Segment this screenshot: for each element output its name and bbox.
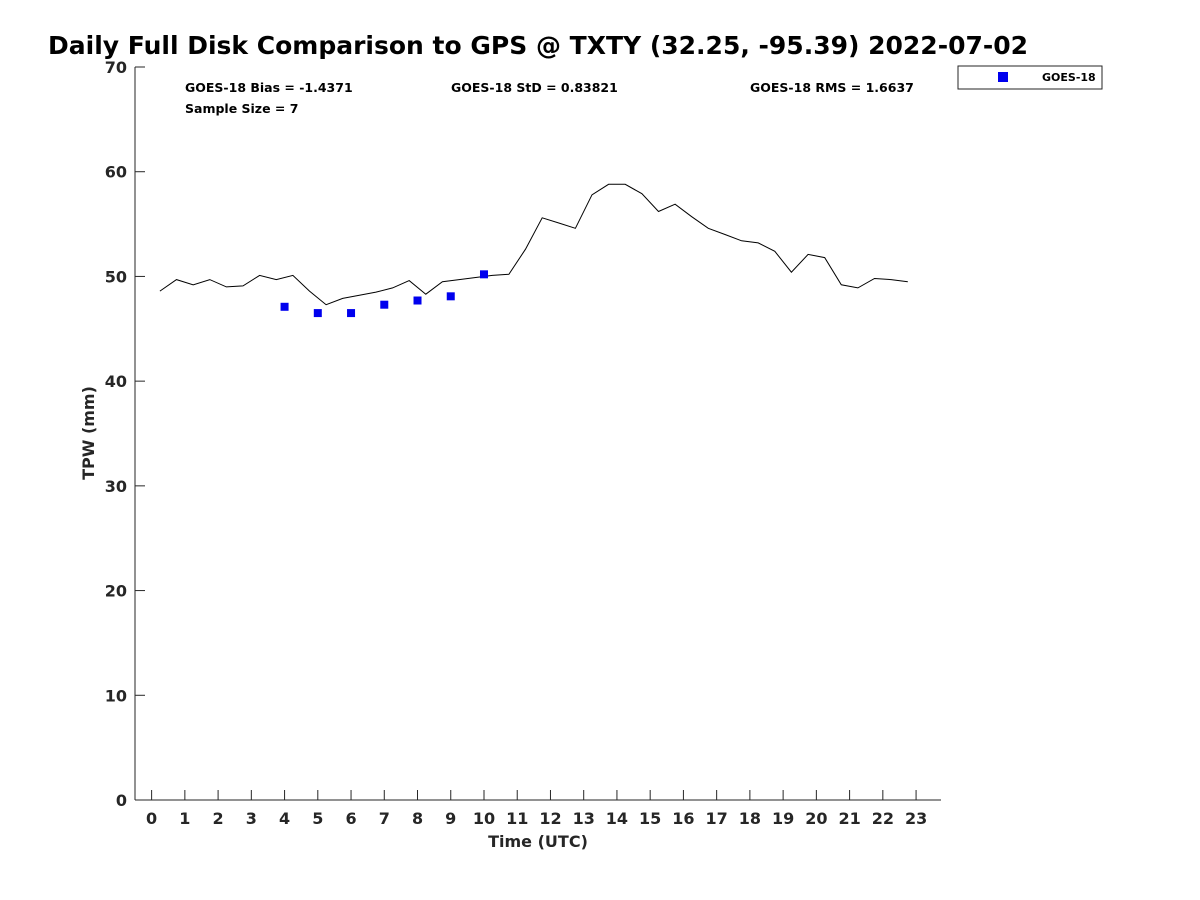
x-tick-label: 19	[772, 809, 794, 828]
legend-label: GOES-18	[1042, 71, 1096, 84]
x-tick-label: 1	[179, 809, 190, 828]
stat-rms: GOES-18 RMS = 1.6637	[750, 80, 914, 95]
plot-area	[134, 67, 941, 801]
x-tick-label: 13	[573, 809, 595, 828]
y-tick-label: 60	[105, 163, 127, 182]
gps-tpw-line	[159, 183, 908, 306]
goes18-marker-series	[280, 270, 488, 318]
goes18-data-point	[280, 302, 289, 311]
gps-line-series	[159, 183, 908, 306]
x-tick-label: 8	[412, 809, 423, 828]
y-tick-label: 20	[105, 582, 127, 601]
x-ticks: 0 1 2 3 4 5 6 7 8 9 10 11 12 13 14 15 16 17 18 19 20 21 22 23	[146, 790, 927, 828]
x-tick-label: 22	[872, 809, 894, 828]
x-tick-label: 15	[639, 809, 661, 828]
x-tick-label: 6	[345, 809, 356, 828]
y-tick-label: 10	[105, 686, 127, 705]
x-tick-label: 11	[506, 809, 528, 828]
x-tick-label: 10	[473, 809, 495, 828]
x-tick-label: 21	[838, 809, 860, 828]
goes18-data-point	[413, 296, 422, 305]
y-axis-label: TPW (mm)	[79, 386, 98, 480]
x-tick-label: 3	[246, 809, 257, 828]
x-tick-label: 20	[805, 809, 827, 828]
goes18-data-point	[313, 309, 322, 318]
x-tick-label: 16	[672, 809, 694, 828]
x-tick-label: 2	[213, 809, 224, 828]
y-tick-label: 40	[105, 372, 127, 391]
y-tick-label: 70	[105, 58, 127, 77]
x-tick-label: 18	[739, 809, 761, 828]
x-tick-label: 17	[706, 809, 728, 828]
x-tick-label: 14	[606, 809, 628, 828]
x-tick-label: 4	[279, 809, 290, 828]
y-ticks: 0 10 20 30 40 50 60 70	[105, 58, 145, 810]
x-tick-label: 7	[379, 809, 390, 828]
x-tick-label: 12	[539, 809, 561, 828]
stat-sample-size: Sample Size = 7	[185, 101, 298, 116]
y-tick-label: 50	[105, 267, 127, 286]
legend-box	[957, 65, 1103, 90]
x-tick-label: 0	[146, 809, 157, 828]
y-tick-label: 0	[116, 791, 127, 810]
x-tick-label: 23	[905, 809, 927, 828]
stat-std: GOES-18 StD = 0.83821	[451, 80, 618, 95]
y-tick-label: 30	[105, 477, 127, 496]
chart-title: Daily Full Disk Comparison to GPS @ TXTY…	[48, 31, 1028, 60]
goes18-data-point	[446, 292, 455, 301]
goes18-data-point	[479, 270, 488, 279]
x-tick-label: 5	[312, 809, 323, 828]
goes18-data-point	[380, 300, 389, 309]
x-axis-label: Time (UTC)	[488, 832, 588, 851]
stat-bias: GOES-18 Bias = -1.4371	[185, 80, 353, 95]
legend-marker	[998, 72, 1008, 82]
legend: GOES-18	[957, 65, 1103, 90]
x-tick-label: 9	[445, 809, 456, 828]
goes18-data-point	[347, 309, 356, 318]
